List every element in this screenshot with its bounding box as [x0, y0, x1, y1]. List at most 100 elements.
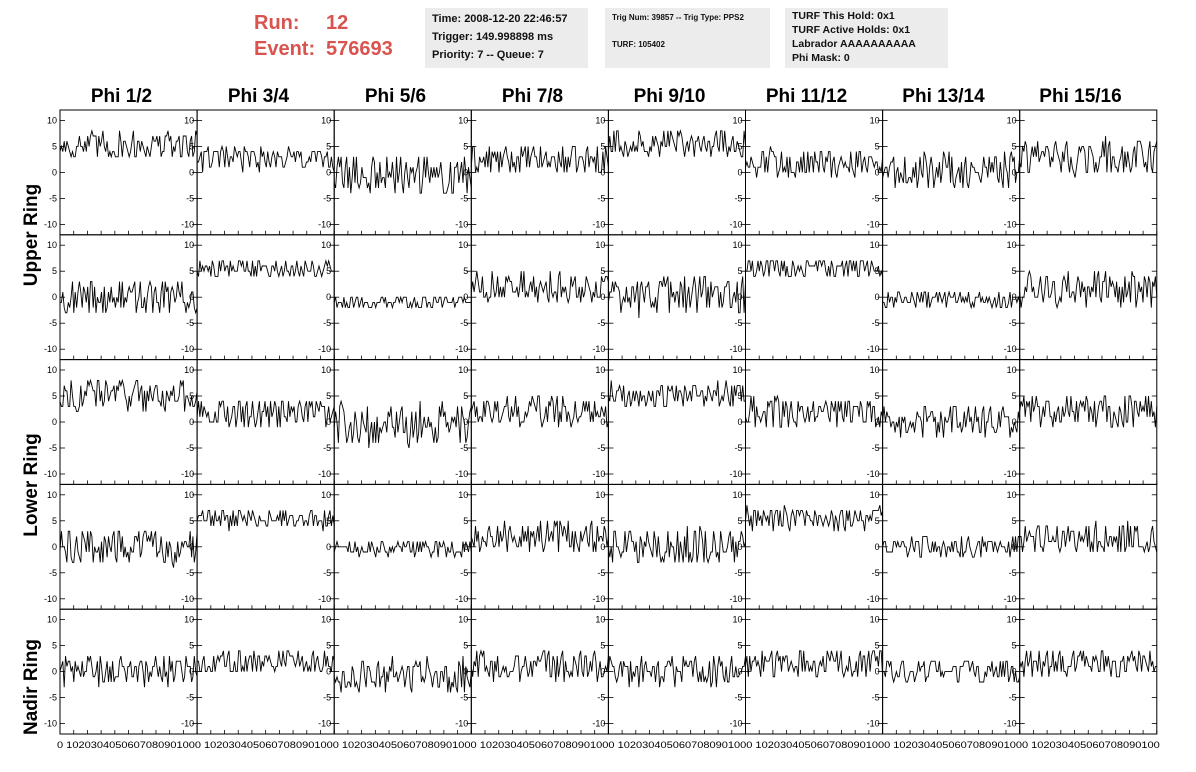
y-tick-label: 5 — [463, 641, 468, 651]
y-tick-label: 10 — [870, 615, 880, 625]
panel-r1-c4: -10 -5 0 5 10 — [455, 109, 609, 236]
panel-r1-c5: -10 -5 0 5 10 — [592, 109, 747, 236]
y-tick-label: 0 — [326, 542, 331, 552]
y-tick-label: -10 — [1004, 469, 1017, 479]
y-tick-label: -5 — [49, 193, 57, 203]
panel-r1-c3: -10 -5 0 5 10 — [318, 109, 472, 236]
col-title-6: Phi 11/12 — [765, 86, 848, 107]
waveform-trace — [60, 279, 198, 315]
y-tick-label: 5 — [1012, 266, 1017, 276]
time-info-box: Time: 2008-12-20 22:46:57 Trigger: 149.9… — [425, 8, 588, 68]
panel-r2-c1: -10 -5 0 5 10 — [44, 234, 198, 361]
y-tick-label: -5 — [49, 318, 57, 328]
y-tick-label: 0 — [326, 167, 331, 177]
y-tick-label: 0 — [1012, 417, 1017, 427]
y-tick-label: 10 — [321, 365, 331, 375]
panel-r3-c6: -10 -5 0 5 10 — [729, 359, 884, 485]
waveform-trace — [745, 505, 884, 532]
y-tick-label: 10 — [321, 490, 331, 500]
panel-r1-c6: -10 -5 0 5 10 — [729, 109, 884, 236]
y-tick-label: -10 — [592, 719, 605, 729]
y-tick-label: 10 — [1007, 115, 1017, 125]
panel-r4-c5: -10 -5 0 5 10 — [592, 483, 747, 610]
waveform-trace — [333, 539, 472, 559]
y-tick-label: -5 — [734, 568, 742, 578]
y-tick-label: 0 — [463, 167, 468, 177]
panel-frame — [470, 608, 609, 735]
y-tick-label: 5 — [52, 141, 57, 151]
y-tick-label: 10 — [321, 240, 331, 250]
event-value: 576693 — [326, 38, 393, 60]
y-tick-label: 10 — [732, 490, 742, 500]
y-tick-label: -10 — [867, 344, 880, 354]
y-tick-label: 10 — [732, 115, 742, 125]
y-tick-label: 5 — [875, 516, 880, 526]
y-tick-label: 5 — [875, 391, 880, 401]
y-tick-label: 5 — [463, 391, 468, 401]
y-tick-label: 5 — [600, 141, 605, 151]
y-tick-label: 10 — [184, 115, 194, 125]
waveform-trace — [745, 394, 884, 428]
y-tick-label: 5 — [326, 641, 331, 651]
y-tick-label: 10 — [870, 365, 880, 375]
waveform-trace — [196, 509, 335, 532]
y-tick-label: -5 — [872, 443, 880, 453]
panel-r3-c4: -10 -5 0 5 10 — [455, 359, 609, 485]
y-tick-label: -5 — [460, 193, 468, 203]
y-tick-label: 0 — [737, 667, 742, 677]
y-tick-label: 5 — [326, 141, 331, 151]
y-tick-label: -5 — [49, 568, 57, 578]
y-tick-label: -5 — [597, 318, 605, 328]
y-tick-label: 10 — [870, 240, 880, 250]
trig-num-text: Trig Num: 39857 -- Trig Type: PPS2 — [612, 13, 744, 22]
panel-frame — [745, 483, 884, 610]
y-tick-label: 5 — [600, 516, 605, 526]
col-title-5: Phi 9/10 — [633, 86, 706, 107]
waveform-trace — [197, 650, 335, 674]
y-tick-label: 10 — [1007, 365, 1017, 375]
y-tick-label: 5 — [189, 641, 194, 651]
y-tick-label: 10 — [458, 115, 468, 125]
y-tick-label: -5 — [1009, 568, 1017, 578]
panel-frame — [59, 109, 198, 236]
waveform-trace — [1019, 650, 1157, 678]
priority-text: Priority: 7 -- Queue: 7 — [432, 49, 544, 61]
y-tick-label: 0 — [52, 292, 57, 302]
waveform-trace — [1019, 395, 1158, 428]
turf-number-text: TURF: 105402 — [612, 40, 665, 49]
panel-frame — [470, 483, 609, 610]
y-tick-label: -10 — [729, 594, 742, 604]
y-tick-label: 5 — [52, 641, 57, 651]
y-tick-label: 5 — [189, 391, 194, 401]
y-tick-label: 0 — [600, 292, 605, 302]
y-tick-label: 0 — [52, 167, 57, 177]
y-tick-label: -5 — [49, 693, 57, 703]
y-tick-label: 5 — [600, 641, 605, 651]
y-tick-label: 0 — [600, 417, 605, 427]
waveform-trace — [1019, 269, 1158, 310]
y-tick-label: -5 — [460, 693, 468, 703]
waveform-trace — [1019, 135, 1158, 178]
y-tick-label: 10 — [184, 490, 194, 500]
y-tick-label: 0 — [600, 667, 605, 677]
y-tick-label: 0 — [875, 167, 880, 177]
y-tick-label: 0 — [189, 667, 194, 677]
y-tick-label: 0 — [875, 417, 880, 427]
panel-r2-c8: -10 -5 0 5 10 — [1004, 234, 1158, 361]
y-tick-label: 0 — [189, 542, 194, 552]
waveform-trace — [607, 380, 746, 407]
y-tick-label: -10 — [592, 594, 605, 604]
panel-r2-c2: -10 -5 0 5 10 — [181, 234, 335, 361]
y-tick-label: 0 — [189, 292, 194, 302]
trig-info-box: Trig Num: 39857 -- Trig Type: PPS2 TURF:… — [605, 8, 770, 68]
y-tick-label: 0 — [326, 667, 331, 677]
panel-r5-c3: -10 -5 0 5 10 — [318, 608, 472, 735]
panel-frame — [745, 234, 884, 361]
panel-r1-c2: -10 -5 0 5 10 — [181, 109, 335, 236]
y-tick-label: -10 — [44, 594, 57, 604]
panel-frame — [196, 234, 335, 361]
panel-frame — [333, 608, 472, 735]
waveform-trace — [745, 260, 884, 277]
y-tick-label: -5 — [734, 443, 742, 453]
y-tick-label: 5 — [600, 266, 605, 276]
